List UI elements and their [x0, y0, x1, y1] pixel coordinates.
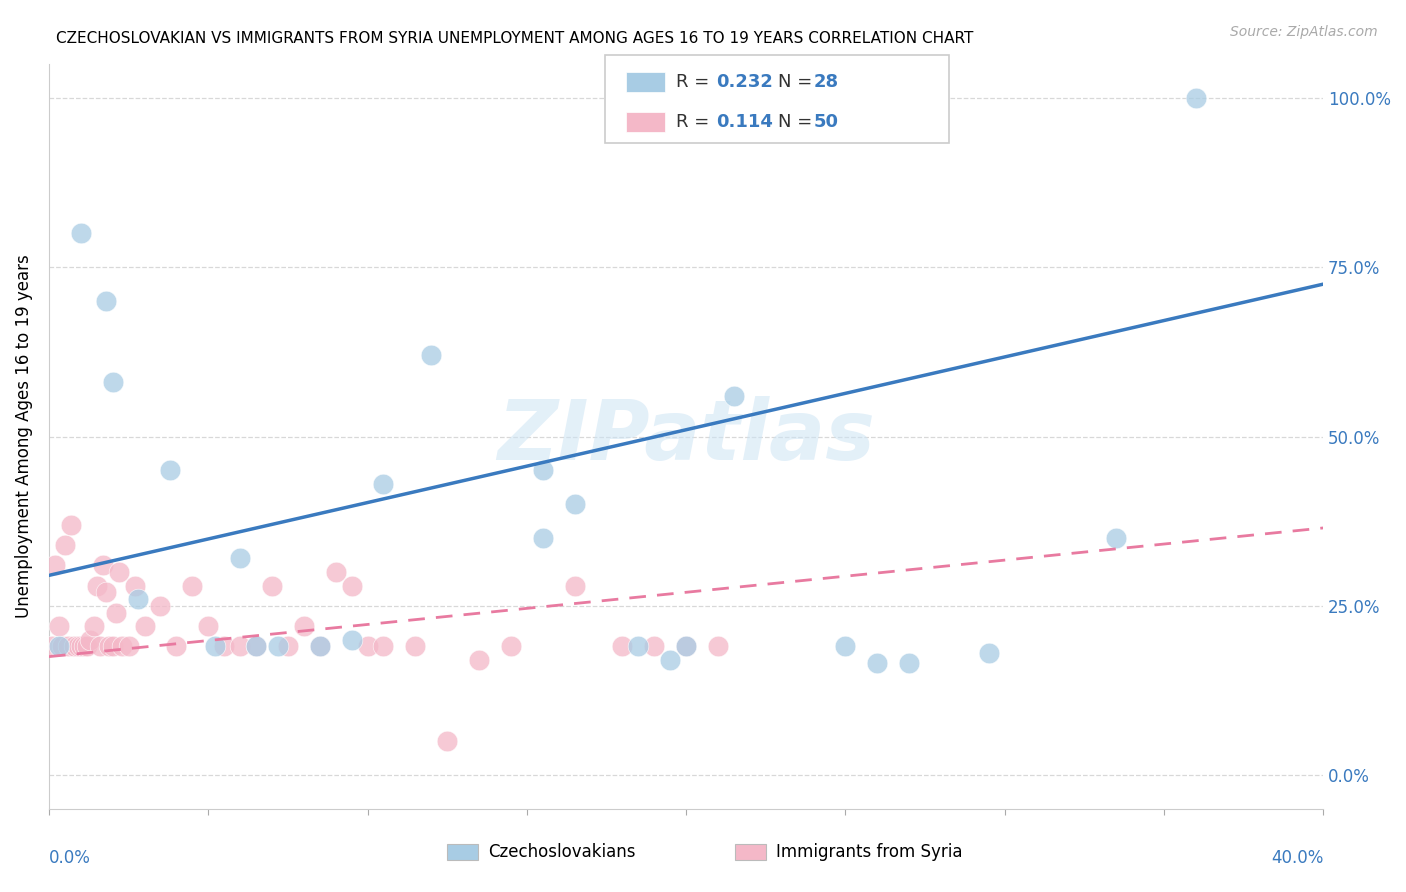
Point [159, 463, 181, 477]
Point [373, 640, 395, 654]
Text: N =: N = [778, 113, 817, 131]
Point [340, 632, 363, 647]
Point [165, 640, 187, 654]
Point [127, 592, 149, 607]
Point [723, 389, 745, 403]
Point [1184, 91, 1206, 105]
Point [564, 497, 586, 511]
Text: ZIPatlas: ZIPatlas [498, 396, 875, 477]
Point [420, 348, 443, 362]
Text: 0.114: 0.114 [716, 113, 772, 131]
Point [531, 531, 554, 545]
Point [977, 646, 1000, 660]
Point [51, 640, 73, 654]
Text: R =: R = [676, 113, 716, 131]
Point [60, 517, 83, 532]
Point [898, 657, 921, 671]
Point [499, 640, 522, 654]
Point [627, 640, 650, 654]
Point [69, 227, 91, 241]
Point [124, 578, 146, 592]
Point [204, 640, 226, 654]
Point [866, 657, 889, 671]
Point [292, 619, 315, 633]
Point [149, 599, 172, 613]
Point [245, 640, 267, 654]
Text: 40.0%: 40.0% [1271, 849, 1323, 867]
Text: 28: 28 [814, 73, 839, 91]
Point [117, 640, 139, 654]
Point [564, 578, 586, 592]
Text: 50: 50 [814, 113, 839, 131]
Point [104, 606, 127, 620]
Point [79, 632, 101, 647]
Point [96, 585, 118, 599]
Point [356, 640, 378, 654]
Point [48, 619, 70, 633]
Point [83, 619, 105, 633]
Point [531, 463, 554, 477]
Point [245, 640, 267, 654]
Point [260, 578, 283, 592]
Point [53, 538, 76, 552]
Point [707, 640, 730, 654]
Point [1105, 531, 1128, 545]
Text: Czechoslovakians: Czechoslovakians [488, 843, 636, 861]
Text: 0.0%: 0.0% [49, 849, 91, 867]
Point [56, 640, 79, 654]
Point [108, 565, 131, 579]
Y-axis label: Unemployment Among Ages 16 to 19 years: Unemployment Among Ages 16 to 19 years [15, 254, 32, 618]
Point [277, 640, 299, 654]
Point [267, 640, 290, 654]
Point [98, 640, 121, 654]
Point [325, 565, 347, 579]
Point [436, 734, 458, 748]
Point [69, 640, 91, 654]
Text: 0.232: 0.232 [716, 73, 772, 91]
Point [675, 640, 697, 654]
Point [101, 376, 124, 390]
Point [468, 653, 491, 667]
Point [134, 619, 156, 633]
Point [404, 640, 426, 654]
Point [229, 640, 252, 654]
Point [73, 640, 96, 654]
Point [181, 578, 204, 592]
Point [101, 640, 124, 654]
Point [44, 558, 66, 573]
Point [41, 640, 63, 654]
Text: N =: N = [778, 73, 817, 91]
Text: Source: ZipAtlas.com: Source: ZipAtlas.com [1230, 25, 1378, 39]
Point [48, 640, 70, 654]
Point [643, 640, 665, 654]
Point [63, 640, 86, 654]
Point [111, 640, 134, 654]
Point [659, 653, 682, 667]
Point [76, 640, 98, 654]
Text: R =: R = [676, 73, 716, 91]
Text: CZECHOSLOVAKIAN VS IMMIGRANTS FROM SYRIA UNEMPLOYMENT AMONG AGES 16 TO 19 YEARS : CZECHOSLOVAKIAN VS IMMIGRANTS FROM SYRIA… [56, 31, 973, 46]
Point [212, 640, 235, 654]
Point [373, 477, 395, 491]
Point [308, 640, 330, 654]
Point [91, 558, 114, 573]
Point [675, 640, 697, 654]
Point [89, 640, 111, 654]
Point [834, 640, 856, 654]
Point [66, 640, 89, 654]
Point [612, 640, 634, 654]
Text: Immigrants from Syria: Immigrants from Syria [776, 843, 963, 861]
Point [197, 619, 219, 633]
Point [96, 294, 118, 309]
Point [86, 578, 108, 592]
Point [308, 640, 330, 654]
Point [229, 551, 252, 566]
Point [340, 578, 363, 592]
